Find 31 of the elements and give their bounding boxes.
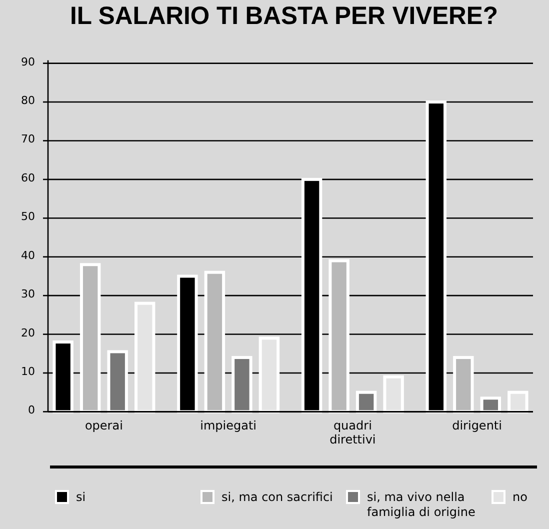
bar xyxy=(508,390,528,414)
y-tick-label: 10 xyxy=(21,364,35,378)
y-tick-label: 20 xyxy=(21,326,35,340)
x-tick-label: quadri direttivi xyxy=(330,418,376,447)
bar xyxy=(480,396,502,414)
y-tick-label: 50 xyxy=(21,210,35,224)
legend-label: si, ma con sacrifici xyxy=(222,490,333,504)
y-tick-label: 70 xyxy=(21,132,35,146)
bar xyxy=(356,390,377,414)
bar xyxy=(328,259,350,414)
x-tick-label: dirigenti xyxy=(452,418,502,433)
bar xyxy=(80,263,101,414)
x-tick-label: operai xyxy=(84,418,123,433)
bar xyxy=(134,302,156,414)
bar xyxy=(204,270,226,414)
bar xyxy=(383,375,404,414)
legend-label: si, ma vivo nella famiglia di origine xyxy=(367,490,476,519)
y-tick-label: 0 xyxy=(28,404,35,417)
y-tick-label: 30 xyxy=(21,288,35,301)
y-tick-label: 90 xyxy=(21,55,35,68)
y-tick-label: 60 xyxy=(21,171,35,184)
chart-title: IL SALARIO TI BASTA PER VIVERE? xyxy=(70,2,503,30)
legend-label: no xyxy=(512,490,528,504)
bar xyxy=(453,356,474,414)
x-tick-label: impiegati xyxy=(200,418,257,433)
y-tick-label: 40 xyxy=(21,248,35,262)
bar xyxy=(258,336,280,414)
y-tick-label: 80 xyxy=(21,94,35,108)
bar xyxy=(232,356,252,414)
legend-label: si xyxy=(76,490,86,504)
bar xyxy=(107,350,128,414)
